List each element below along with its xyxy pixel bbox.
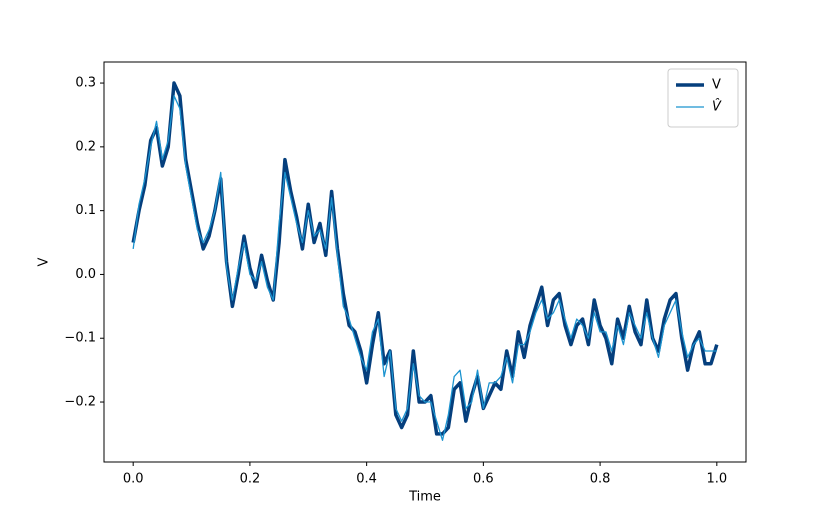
plot-frame <box>103 61 747 463</box>
series-line <box>132 95 717 441</box>
x-tick-label: 0.6 <box>473 472 494 487</box>
x-tick-label: 0.8 <box>590 472 611 487</box>
y-axis-label: V <box>37 257 52 266</box>
x-tick-label: 0.2 <box>240 472 261 487</box>
x-tick-label: 1.0 <box>706 472 727 487</box>
y-tick-label: 0.0 <box>75 267 96 282</box>
y-tick-label: −0.2 <box>64 395 96 410</box>
x-axis-label: Time <box>408 490 441 505</box>
legend-label: V <box>712 78 721 93</box>
y-tick-label: 0.3 <box>75 76 96 91</box>
x-tick-label: 0.4 <box>356 472 377 487</box>
y-tick-label: 0.1 <box>75 203 96 218</box>
y-tick-label: −0.1 <box>64 331 96 346</box>
legend-label: V̂ <box>712 99 722 114</box>
legend-box <box>667 68 739 128</box>
series-line <box>131 81 719 436</box>
y-tick-label: 0.2 <box>75 139 96 154</box>
x-tick-label: 0.0 <box>123 472 144 487</box>
